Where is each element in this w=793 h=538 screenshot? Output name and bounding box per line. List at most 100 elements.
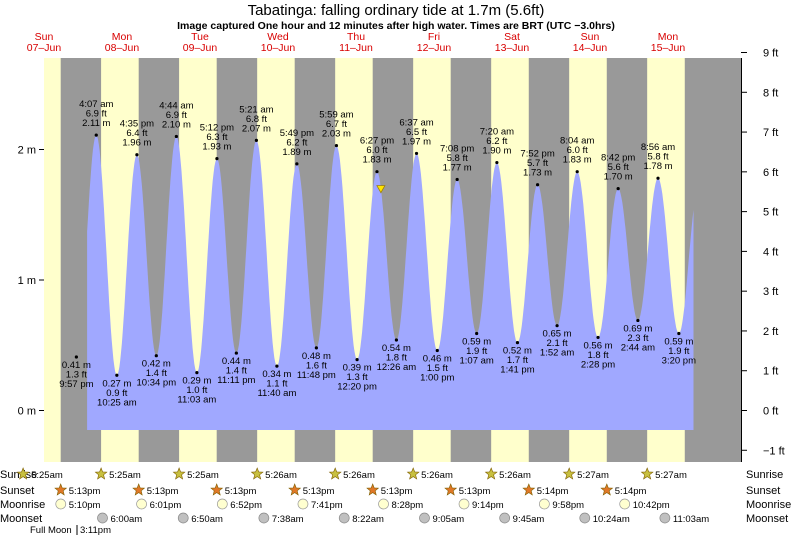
high-tide-label: 5:12 pm6.3 ft1.93 m	[200, 123, 234, 153]
tide-label-line: 10:25 am	[97, 397, 137, 408]
tide-label-line: 6.7 ft	[326, 119, 347, 130]
right-tick-label: −1 ft	[763, 445, 785, 457]
left-tick-label: 1 m	[18, 275, 36, 287]
sunrise-icon	[172, 467, 186, 480]
low-tide-point	[636, 318, 640, 323]
axes: 0 m 1 m 2 m −1 ft 0 ft 1 ft 2 ft 3 ft 4 ft 5 ft 6 …	[18, 48, 785, 462]
moonset-icon	[579, 512, 591, 524]
moonset-icon	[419, 512, 430, 524]
moonset-time: 9:45am	[513, 514, 545, 525]
day-of-week-label: Tue	[191, 31, 209, 43]
tide-label-line: 11:03 am	[177, 395, 216, 406]
tide-label-line: 0.52 m	[503, 346, 532, 357]
tide-label-line: 2.3 ft	[627, 333, 648, 344]
sunset-time: 5:14pm	[537, 486, 569, 497]
daylight-band	[44, 58, 61, 462]
moonrise-icon	[458, 498, 470, 510]
tide-label-line: 8:56 am	[641, 142, 675, 153]
day-of-week-label: Mon	[658, 31, 679, 43]
sunrise-time: 5:26am	[265, 470, 297, 481]
tide-label-line: 6.0 ft	[366, 145, 387, 156]
tide-label-line: 11:11 pm	[217, 375, 255, 386]
sunset-icon	[366, 483, 380, 496]
tide-label-line: 5.6 ft	[608, 162, 629, 173]
sunset-row-label-right: Sunset	[746, 485, 780, 497]
full-moon-label: Full Moon	[30, 525, 72, 536]
sunset-icon	[132, 483, 146, 496]
sunrise-time: 5:26am	[499, 470, 531, 481]
tide-label-line: 0.48 m	[302, 351, 331, 362]
day-date-label: 14–Jun	[573, 42, 608, 54]
tide-label-line: 1.6 ft	[306, 360, 327, 371]
tide-label-line: 6.9 ft	[166, 110, 187, 121]
sunrise-time: 5:26am	[421, 470, 453, 481]
tide-label-line: 6:37 am	[399, 117, 433, 128]
sunrise-time: 5:25am	[31, 470, 63, 481]
tide-label-line: 8:04 am	[560, 136, 594, 147]
high-tide-point	[575, 170, 579, 174]
tide-label-line: 1.9 ft	[668, 346, 689, 357]
high-tide-point	[455, 177, 459, 182]
sunset-icon	[522, 483, 536, 496]
sunset-time: 5:14pm	[615, 486, 647, 497]
day-of-week-label: Sat	[504, 31, 520, 43]
day-of-week-label: Mon	[112, 31, 133, 43]
sunrise-icon	[328, 467, 342, 480]
tide-label-line: 0.54 m	[382, 343, 411, 354]
left-tick-label: 2 m	[18, 145, 36, 157]
high-tide-point	[334, 143, 339, 148]
high-tide-point	[414, 151, 419, 156]
tide-label-line: 4:44 am	[159, 100, 193, 111]
tide-label-line: 1.9 ft	[466, 346, 487, 357]
sunrise-row-label-right: Sunrise	[746, 469, 783, 481]
right-tick-label: 1 ft	[763, 366, 778, 378]
right-tick-label: 0 ft	[763, 406, 778, 418]
sunrise-icon	[94, 467, 108, 480]
moonrise-time: 8:28pm	[392, 500, 424, 511]
tide-label-line: 6.8 ft	[246, 114, 267, 125]
high-tide-label: 7:08 pm5.8 ft1.77 m	[440, 144, 474, 174]
moonrise-time: 10:42pm	[633, 500, 670, 511]
moonset-icon	[97, 512, 108, 524]
tide-label-line: 0.42 m	[142, 359, 171, 370]
low-tide-label: 0.41 m1.3 ft9:57 pm	[59, 360, 93, 390]
sunrise-icon	[406, 467, 420, 480]
sunrise-icon	[640, 467, 654, 480]
tide-label-line: 0.27 m	[102, 378, 131, 389]
tide-label-line: 0.59 m	[462, 337, 491, 348]
high-tide-label: 4:35 pm6.4 ft1.96 m	[120, 119, 154, 149]
tide-label-line: 1.1 ft	[266, 379, 287, 390]
sunset-time: 5:13pm	[225, 486, 257, 497]
tide-label-line: 5.8 ft	[447, 153, 468, 164]
high-tide-label: 8:56 am5.8 ft1.78 m	[641, 142, 675, 172]
tide-label-line: 11:48 pm	[297, 370, 336, 381]
moonrise-row-label-right: Moonrise	[746, 499, 791, 511]
tide-label-line: 1.5 ft	[427, 363, 448, 374]
high-tide-point	[174, 134, 178, 139]
day-of-week-label: Sun	[581, 31, 600, 43]
tide-label-line: 0.9 ft	[106, 388, 127, 399]
moonrise-row-label-left: Moonrise	[0, 499, 45, 511]
low-tide-point	[435, 348, 439, 353]
tide-label-line: 7:20 am	[480, 127, 514, 138]
tide-label-line: 1.4 ft	[226, 366, 247, 377]
sunset-icon	[444, 483, 458, 496]
high-tide-label: 5:59 am6.7 ft2.03 m	[319, 110, 353, 140]
tide-label-line: 6.2 ft	[486, 136, 507, 147]
moonrise-time: 9:58pm	[552, 500, 584, 511]
tide-label-line: 1.4 ft	[146, 368, 167, 379]
tide-label-line: 1.78 m	[643, 161, 672, 172]
sunrise-icon	[16, 467, 30, 480]
tide-label-line: 1.3 ft	[66, 369, 87, 380]
sunset-row-label-left: Sunset	[0, 485, 34, 497]
low-tide-label: 0.59 m1.9 ft1:07 am	[460, 337, 494, 367]
high-tide-point	[535, 183, 540, 187]
tide-label-line: 2:28 pm	[581, 359, 615, 370]
tide-label-line: 1.83 m	[362, 155, 391, 166]
moonset-time: 6:50am	[191, 514, 223, 525]
moonrise-time: 7:41pm	[311, 500, 343, 511]
